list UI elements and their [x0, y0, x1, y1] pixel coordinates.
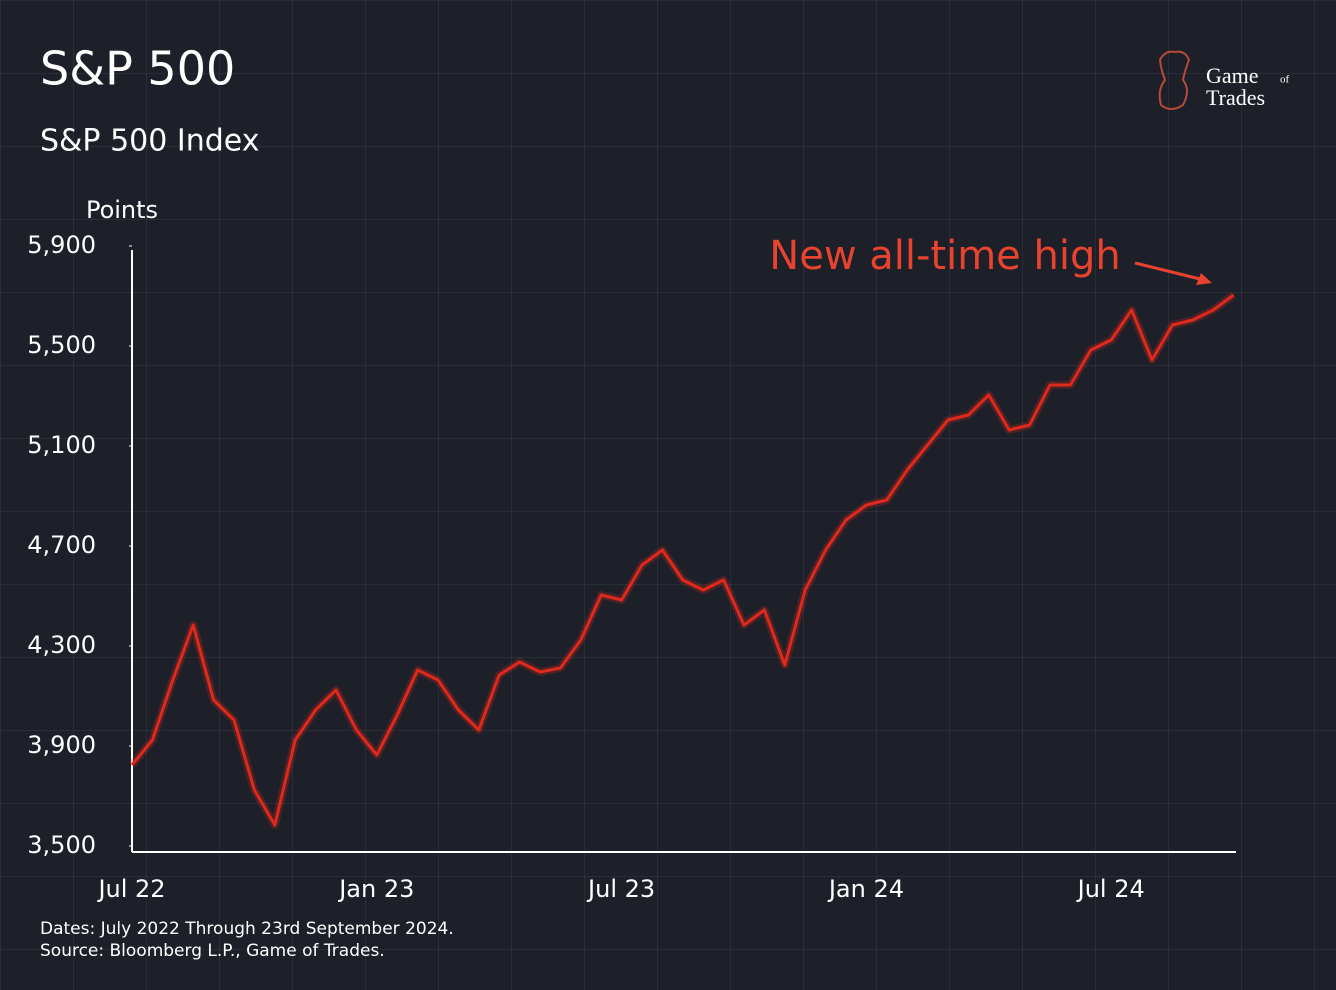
data-line: [130, 293, 1235, 827]
logo: Game of Trades: [1158, 50, 1290, 110]
logo-text: Trades: [1206, 85, 1265, 110]
x-tick-label: Jan 24: [827, 875, 904, 903]
y-tick-label: 4,300: [27, 631, 96, 659]
y-axis-label: Points: [86, 196, 158, 224]
chart-title: S&P 500: [40, 42, 235, 96]
logo-icon: [1158, 50, 1191, 110]
annotation-arrow: [1134, 261, 1201, 281]
x-tick-label: Jan 23: [337, 875, 414, 903]
x-tick-label: Jul 22: [96, 875, 165, 903]
logo-text: of: [1280, 74, 1290, 86]
annotation: New all-time high: [769, 233, 1120, 279]
y-tick-label: 3,500: [27, 831, 96, 859]
line-glow: [128, 291, 1236, 829]
y-tick-label: 5,500: [27, 331, 96, 359]
chart-subtitle: S&P 500 Index: [40, 124, 259, 159]
y-tick-label: 3,900: [27, 731, 96, 759]
note: Source: Bloomberg L.P., Game of Trades.: [40, 941, 385, 961]
note: Dates: July 2022 Through 23rd September …: [40, 919, 454, 939]
x-tick-label: Jul 24: [1076, 875, 1145, 903]
y-tick-label: 5,100: [27, 431, 96, 459]
y-tick-label: 5,900: [27, 231, 96, 259]
y-tick-label: 4,700: [27, 531, 96, 559]
annotation-arrowhead: [1196, 273, 1212, 285]
x-tick-label: Jul 23: [586, 875, 655, 903]
logo-text: Game: [1206, 63, 1259, 88]
